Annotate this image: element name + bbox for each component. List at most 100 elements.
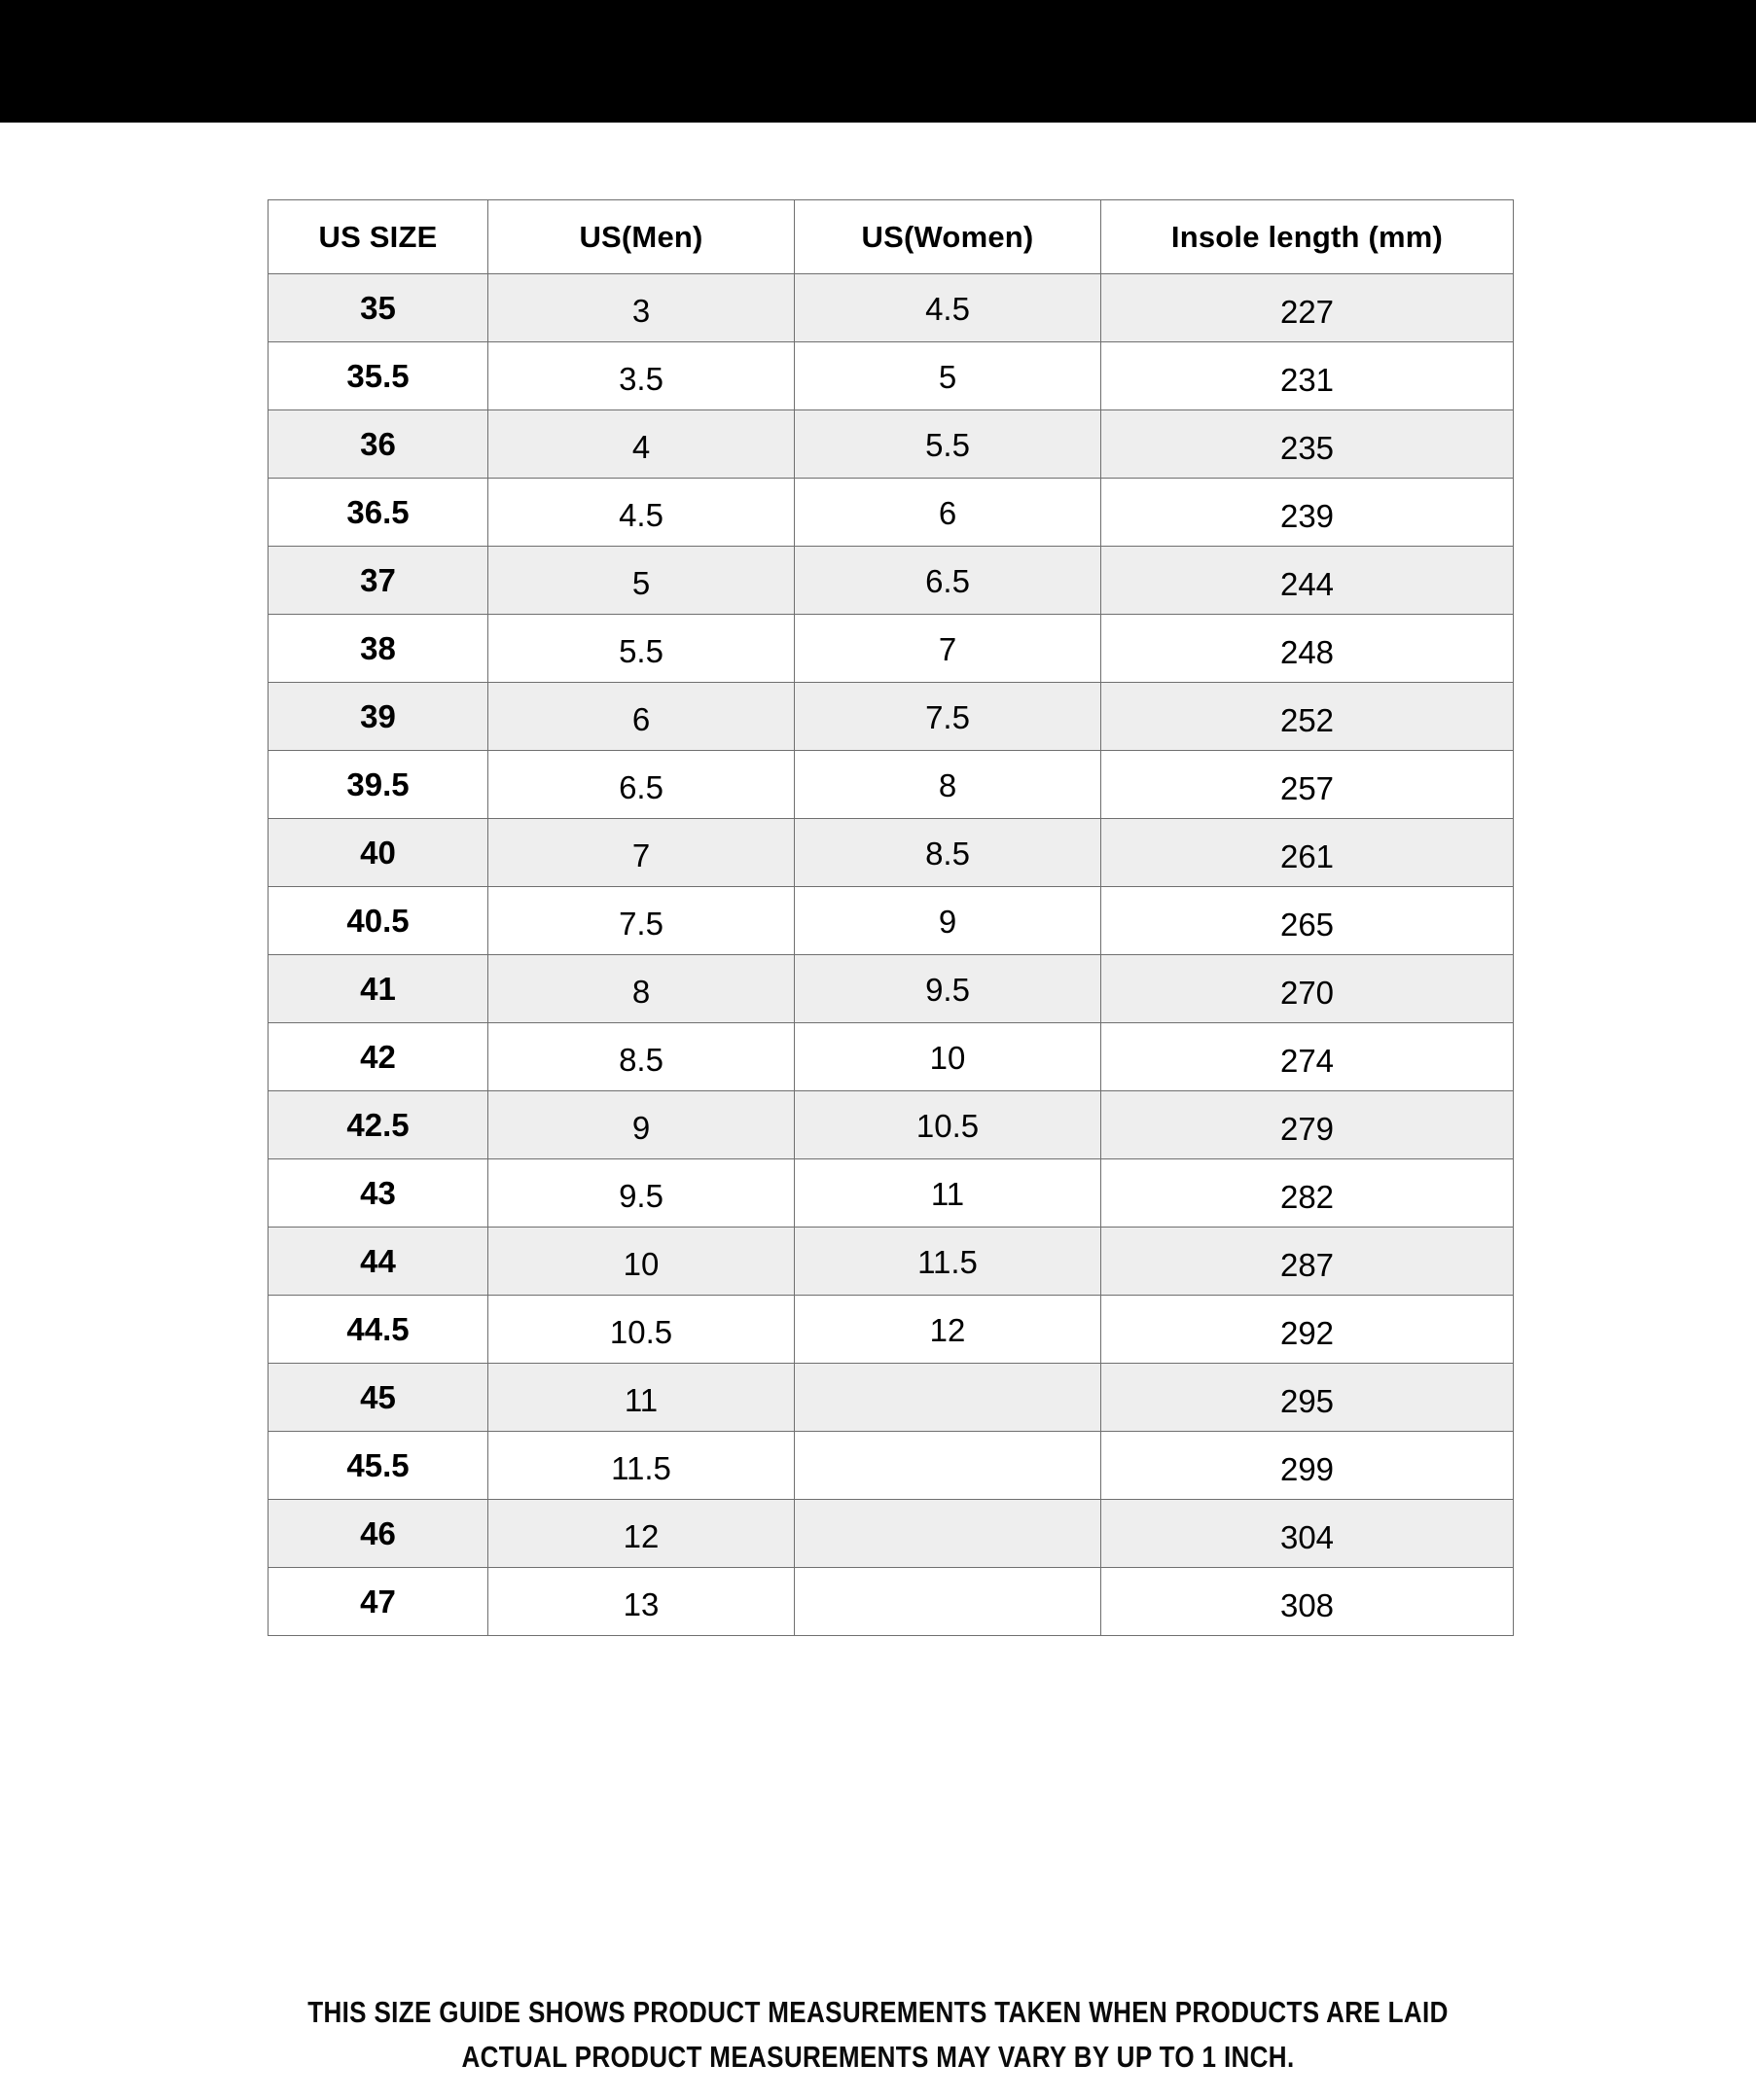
- cell-us-men: 9.5: [487, 1158, 795, 1228]
- table-header: US SIZE US(Men) US(Women) Insole length …: [268, 199, 1514, 274]
- column-header-us-men: US(Men): [487, 199, 795, 274]
- cell-insole-length: 292: [1100, 1295, 1514, 1364]
- cell-us-men: 5.5: [487, 614, 795, 683]
- cell-insole-length: 235: [1100, 409, 1514, 479]
- cell-us-size: 38: [268, 614, 488, 683]
- table-body: 35 3 4.5 227 35.5 3.5 5 231 36 4 5.5 235 36.5 4.5 6 239…: [268, 273, 1514, 1636]
- table-row: 44.5 10.5 12 292: [268, 1295, 1514, 1364]
- cell-insole-length: 231: [1100, 341, 1514, 410]
- cell-us-women: 4.5: [794, 273, 1101, 342]
- table-row: 43 9.5 11 282: [268, 1158, 1514, 1228]
- table-row: 45 11 295: [268, 1363, 1514, 1432]
- cell-us-women: 9.5: [794, 954, 1101, 1023]
- cell-us-women: 8: [794, 750, 1101, 819]
- cell-insole-length: 252: [1100, 682, 1514, 751]
- footer-line-1: THIS SIZE GUIDE SHOWS PRODUCT MEASUREMEN…: [307, 1995, 1449, 2029]
- cell-insole-length: 282: [1100, 1158, 1514, 1228]
- table-row: 38 5.5 7 248: [268, 614, 1514, 683]
- cell-us-men: 3: [487, 273, 795, 342]
- cell-us-women: 9: [794, 886, 1101, 955]
- cell-us-size: 36.5: [268, 478, 488, 547]
- cell-us-men: 5: [487, 546, 795, 615]
- cell-insole-length: 279: [1100, 1090, 1514, 1159]
- cell-us-men: 12: [487, 1499, 795, 1568]
- cell-us-women: 6: [794, 478, 1101, 547]
- cell-us-women: 12: [794, 1295, 1101, 1364]
- cell-us-men: 7.5: [487, 886, 795, 955]
- cell-us-women: 5: [794, 341, 1101, 410]
- cell-us-women: 11: [794, 1158, 1101, 1228]
- cell-insole-length: 261: [1100, 818, 1514, 887]
- cell-us-size: 46: [268, 1499, 488, 1568]
- column-header-us-women: US(Women): [794, 199, 1101, 274]
- table-row: 37 5 6.5 244: [268, 546, 1514, 615]
- cell-us-men: 9: [487, 1090, 795, 1159]
- size-chart-table: US SIZE US(Men) US(Women) Insole length …: [268, 199, 1514, 1636]
- table-row: 41 8 9.5 270: [268, 954, 1514, 1023]
- cell-us-women: 10: [794, 1022, 1101, 1091]
- cell-us-women: 5.5: [794, 409, 1101, 479]
- cell-insole-length: 248: [1100, 614, 1514, 683]
- footer-line-2: ACTUAL PRODUCT MEASUREMENTS MAY VARY BY …: [461, 2040, 1295, 2074]
- table-row: 44 10 11.5 287: [268, 1227, 1514, 1296]
- cell-us-size: 41: [268, 954, 488, 1023]
- table-row: 45.5 11.5 299: [268, 1431, 1514, 1500]
- cell-us-women: 11.5: [794, 1227, 1101, 1296]
- cell-us-size: 40: [268, 818, 488, 887]
- cell-us-men: 6.5: [487, 750, 795, 819]
- cell-us-size: 37: [268, 546, 488, 615]
- cell-us-size: 40.5: [268, 886, 488, 955]
- cell-us-size: 39: [268, 682, 488, 751]
- table-row: 42 8.5 10 274: [268, 1022, 1514, 1091]
- cell-insole-length: 304: [1100, 1499, 1514, 1568]
- table-row: 46 12 304: [268, 1499, 1514, 1568]
- cell-us-size: 36: [268, 409, 488, 479]
- table-row: 35.5 3.5 5 231: [268, 341, 1514, 410]
- cell-us-size: 39.5: [268, 750, 488, 819]
- table-row: 40.5 7.5 9 265: [268, 886, 1514, 955]
- column-header-us-size: US SIZE: [268, 199, 488, 274]
- cell-us-women: 7: [794, 614, 1101, 683]
- cell-insole-length: 227: [1100, 273, 1514, 342]
- cell-us-men: 3.5: [487, 341, 795, 410]
- cell-us-women: [794, 1363, 1101, 1432]
- table-row: 35 3 4.5 227: [268, 273, 1514, 342]
- cell-us-men: 7: [487, 818, 795, 887]
- table-row: 39 6 7.5 252: [268, 682, 1514, 751]
- table-row: 36 4 5.5 235: [268, 409, 1514, 479]
- cell-us-size: 47: [268, 1567, 488, 1636]
- cell-us-men: 4: [487, 409, 795, 479]
- cell-insole-length: 270: [1100, 954, 1514, 1023]
- top-black-banner: [0, 0, 1756, 123]
- cell-us-size: 45.5: [268, 1431, 488, 1500]
- cell-us-size: 35: [268, 273, 488, 342]
- cell-insole-length: 299: [1100, 1431, 1514, 1500]
- table-row: 47 13 308: [268, 1567, 1514, 1636]
- cell-us-size: 45: [268, 1363, 488, 1432]
- cell-insole-length: 295: [1100, 1363, 1514, 1432]
- cell-us-women: 6.5: [794, 546, 1101, 615]
- cell-us-size: 44.5: [268, 1295, 488, 1364]
- cell-us-men: 11.5: [487, 1431, 795, 1500]
- cell-insole-length: 308: [1100, 1567, 1514, 1636]
- cell-insole-length: 244: [1100, 546, 1514, 615]
- cell-us-men: 11: [487, 1363, 795, 1432]
- cell-us-women: 7.5: [794, 682, 1101, 751]
- cell-insole-length: 239: [1100, 478, 1514, 547]
- cell-us-men: 13: [487, 1567, 795, 1636]
- cell-us-women: [794, 1567, 1101, 1636]
- cell-us-women: 10.5: [794, 1090, 1101, 1159]
- cell-us-men: 6: [487, 682, 795, 751]
- cell-us-men: 10.5: [487, 1295, 795, 1364]
- cell-us-size: 42: [268, 1022, 488, 1091]
- column-header-insole: Insole length (mm): [1100, 199, 1514, 274]
- cell-us-women: [794, 1499, 1101, 1568]
- cell-us-women: 8.5: [794, 818, 1101, 887]
- cell-us-size: 43: [268, 1158, 488, 1228]
- cell-insole-length: 257: [1100, 750, 1514, 819]
- cell-us-men: 10: [487, 1227, 795, 1296]
- cell-us-women: [794, 1431, 1101, 1500]
- cell-us-men: 8.5: [487, 1022, 795, 1091]
- cell-us-size: 42.5: [268, 1090, 488, 1159]
- table-row: 36.5 4.5 6 239: [268, 478, 1514, 547]
